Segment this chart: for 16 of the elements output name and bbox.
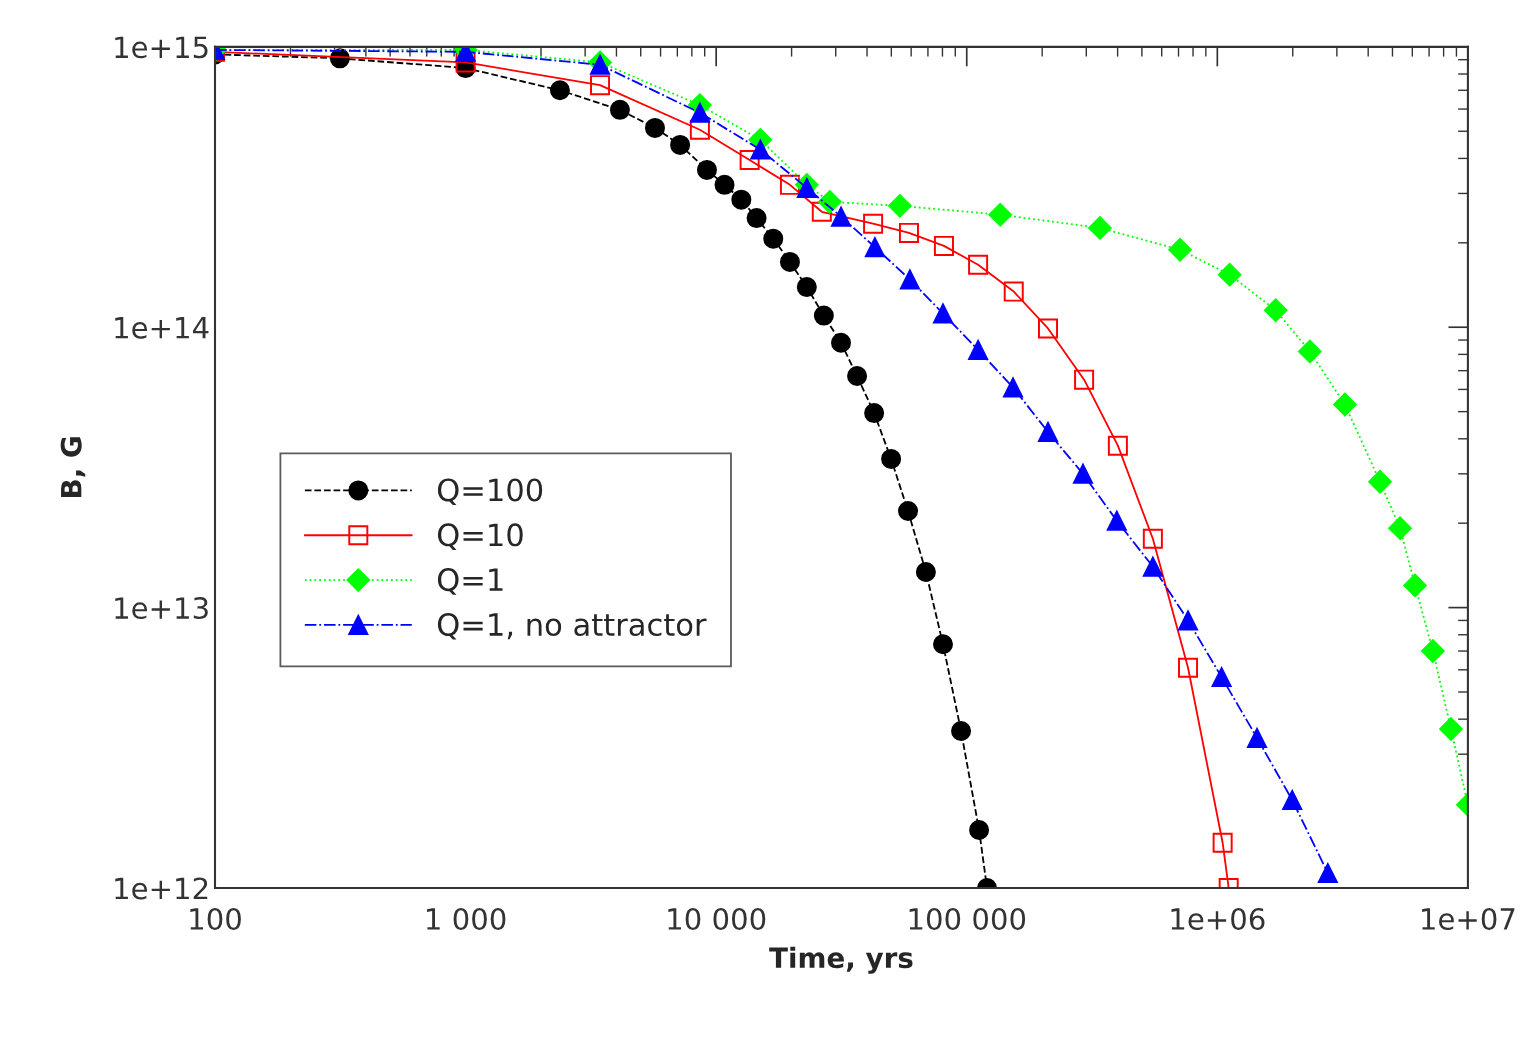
legend-label: Q=100 [437, 478, 543, 506]
x-tick-label: 1e+07 [1422, 907, 1515, 930]
y-tick-label: 1e+12 [115, 877, 208, 900]
y-tick-label: 1e+15 [115, 36, 208, 59]
x-tick-label: 100 000 [909, 907, 1026, 930]
x-tick-label: 100 [190, 907, 241, 930]
y-axis-title: B, G [60, 437, 86, 497]
y-tick-label: 1e+13 [115, 597, 208, 620]
x-axis-title: Time, yrs [769, 946, 913, 974]
legend-label: Q=10 [437, 523, 523, 550]
y-tick-label: 1e+14 [115, 317, 209, 339]
x-tick-label: 10 000 [668, 907, 766, 930]
legend-label: Q=1, no attractor [437, 612, 707, 640]
x-tick-label: 1 000 [427, 907, 506, 930]
legend-label: Q=1 [437, 568, 503, 595]
x-tick-label: 1e+06 [1171, 907, 1265, 930]
